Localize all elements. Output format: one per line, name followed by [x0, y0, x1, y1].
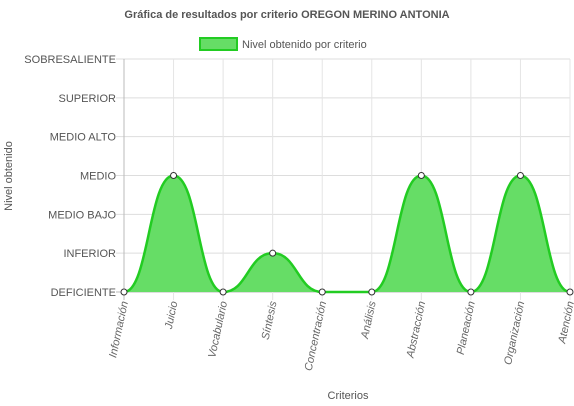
series-area	[120, 172, 574, 296]
data-point[interactable]	[516, 172, 524, 179]
data-point[interactable]	[120, 288, 128, 296]
data-point[interactable]	[467, 288, 475, 296]
series-fill	[124, 175, 570, 292]
y-tick-label: MEDIO ALTO	[50, 132, 117, 144]
y-tick-label: DEFICIENTE	[51, 287, 116, 299]
legend[interactable]: Nivel obtenido por criterio	[199, 37, 367, 51]
legend-label: Nivel obtenido por criterio	[242, 39, 367, 51]
data-point[interactable]	[219, 288, 227, 296]
data-point[interactable]	[417, 172, 425, 179]
x-tick-label: Información	[107, 300, 131, 359]
x-tick-labels: Información Juicio Vocabulario Síntesis Conc…	[107, 300, 574, 372]
x-axis-label: Criterios	[328, 390, 369, 402]
y-axis-label: Nivel obtenido	[3, 141, 15, 211]
y-tick-label: INFERIOR	[63, 248, 116, 260]
chart-title: Gráfica de resultados por criterio OREGO…	[124, 9, 449, 21]
x-tick-label: Organización	[502, 300, 527, 366]
y-tick-labels: DEFICIENTE INFERIOR MEDIO BAJO MEDIO MEDIO A…	[24, 54, 116, 299]
legend-swatch	[199, 37, 238, 51]
x-tick-label: Juicio	[163, 300, 181, 331]
x-tick-label: Abstracción	[404, 300, 428, 360]
y-tick-label: MEDIO BAJO	[48, 209, 116, 221]
y-tick-label: SUPERIOR	[59, 93, 117, 105]
data-point[interactable]	[368, 288, 376, 296]
x-tick-label: Atención	[556, 300, 574, 345]
x-tick-label: Vocabulario	[206, 300, 230, 359]
x-tick-label: Síntesis	[260, 300, 280, 341]
data-point[interactable]	[318, 288, 326, 296]
x-tick-label: Planeación	[455, 300, 478, 356]
data-point[interactable]	[170, 172, 178, 179]
data-point[interactable]	[269, 249, 277, 257]
x-tick-label: Análisis	[359, 300, 379, 341]
series-line	[123, 174, 571, 294]
data-point[interactable]	[566, 288, 574, 296]
y-tick-label: MEDIO	[80, 171, 117, 183]
y-tick-label: SOBRESALIENTE	[24, 54, 116, 66]
x-tick-label: Concentración	[303, 300, 329, 372]
